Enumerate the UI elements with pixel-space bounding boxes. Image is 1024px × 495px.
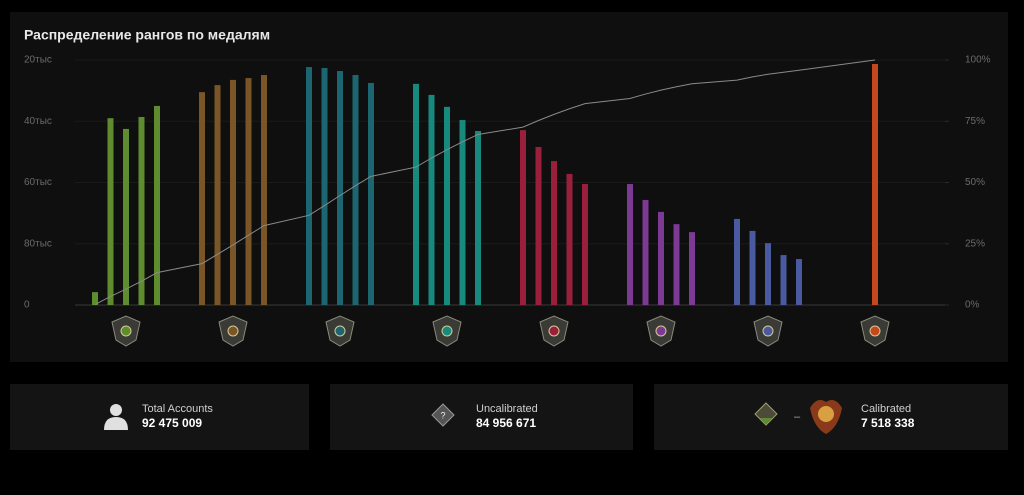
plot: 0 80тыс 60тыс 40тыс 20тыс 0% 25% 50% 75% 100% [24,55,991,347]
y-tick-label: 40тыс [24,116,52,127]
bar [321,67,328,306]
bar [475,131,481,305]
bar [780,255,787,305]
medal-core [334,325,346,337]
bar [566,173,573,305]
bar [627,184,633,305]
bar [138,116,145,306]
immortal-icon [810,400,842,434]
y2-tick-label: 75% [965,116,985,127]
bar [582,184,588,305]
y2-tick-label: 100% [965,55,991,66]
card [330,384,633,450]
bar [658,211,664,305]
medal-icon [539,315,569,347]
person-icon [104,404,128,430]
bar [642,199,649,305]
bar [535,146,542,305]
bar [413,83,419,305]
y-tick-label: 20тыс [24,55,52,66]
y-tick-label: 0 [24,300,30,311]
medal-icon [218,315,248,347]
medal-core [227,325,239,337]
bar [689,232,695,305]
herald-icon [754,402,778,426]
bar [428,94,435,305]
bar [444,106,450,305]
medal-icon [111,315,141,347]
svg-text:?: ? [440,410,445,420]
bar [551,161,557,305]
bar [154,105,160,305]
bar [734,218,740,305]
bar [214,85,221,305]
bar [796,259,802,305]
medal-core [548,325,560,337]
medal-core [762,325,774,337]
uncalibrated-icon: ? [431,403,455,427]
y2-tick-label: 0% [965,300,980,311]
bar [520,130,526,305]
card [10,384,309,450]
bar [306,67,312,305]
bar [337,71,343,306]
stat-label: Uncalibrated [476,403,538,415]
medal-icon [860,315,890,347]
y-tick-label: 80тыс [24,238,52,249]
bar [92,292,98,305]
bar [199,92,205,305]
y2-tick-label: 50% [965,177,985,188]
medal-core [655,325,667,337]
y2-tick-label: 25% [965,238,985,249]
medal-core [441,325,453,337]
medal-icon [646,315,676,347]
bar [459,120,466,306]
stat-value: 92 475 009 [142,416,202,430]
medal-icon [325,315,355,347]
bar [368,82,374,305]
bar [749,230,756,305]
stat-label: Total Accounts [142,403,213,415]
separator: – [794,411,801,423]
bar [673,224,680,305]
bar [123,128,129,305]
chart-panel [10,12,1008,362]
bar [765,243,771,305]
y-tick-label: 60тыс [24,177,52,188]
bar [872,63,878,306]
bar [230,79,236,305]
bar [261,75,267,305]
stat-label: Calibrated [861,403,911,415]
medal-icon [753,315,783,347]
bar [107,118,114,305]
bar [245,78,252,305]
bar [352,75,359,305]
chart-title: Распределение рангов по медалям [24,27,270,43]
medal-icon [432,315,462,347]
medal-core [120,325,132,337]
stat-value: 84 956 671 [476,416,536,430]
cumulative-line [94,59,876,305]
stat-value: 7 518 338 [861,416,915,430]
medal-core [869,325,881,337]
